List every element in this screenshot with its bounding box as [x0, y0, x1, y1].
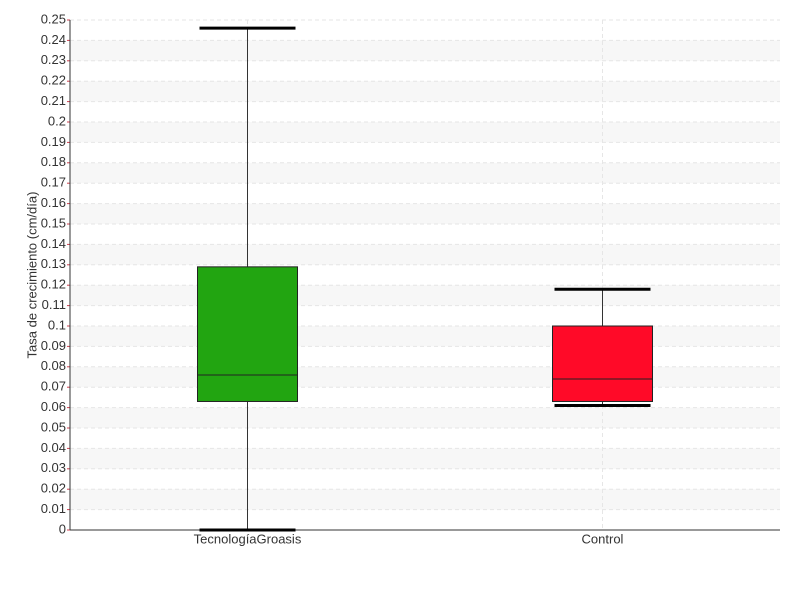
y-tick-label: 0	[59, 521, 66, 536]
y-tick-label: 0.18	[41, 154, 66, 169]
y-tick-label: 0.12	[41, 277, 66, 292]
grid-band	[70, 407, 780, 428]
y-tick-label: 0.07	[41, 379, 66, 394]
y-tick-label: 0.05	[41, 419, 66, 434]
y-tick-label: 0.06	[41, 399, 66, 414]
y-tick-label: 0.17	[41, 175, 66, 190]
y-tick-label: 0.19	[41, 134, 66, 149]
grid-band	[70, 448, 780, 469]
x-tick-label: Control	[582, 531, 624, 546]
grid-band	[70, 244, 780, 265]
y-tick-label: 0.22	[41, 73, 66, 88]
y-tick-label: 0.24	[41, 32, 66, 47]
y-tick-label: 0.16	[41, 195, 66, 210]
y-tick-label: 0.03	[41, 460, 66, 475]
y-tick-label: 0.02	[41, 481, 66, 496]
grid-band	[70, 326, 780, 347]
box	[552, 325, 653, 402]
grid-band	[70, 162, 780, 184]
grid-band	[70, 122, 780, 143]
y-tick-label: 0.21	[41, 93, 66, 108]
box	[197, 266, 298, 402]
y-tick-label: 0.08	[41, 358, 66, 373]
y-tick-label: 0.15	[41, 215, 66, 230]
x-tick-label: TecnologíaGroasis	[194, 531, 302, 546]
y-tick-label: 0.2	[48, 113, 66, 128]
y-tick-label: 0.01	[41, 501, 66, 516]
y-tick-label: 0.04	[41, 440, 66, 455]
y-tick-label: 0.09	[41, 338, 66, 353]
y-tick-label: 0.14	[41, 236, 66, 251]
y-tick-label: 0.13	[41, 256, 66, 271]
grid-band	[70, 203, 780, 224]
y-axis-label: Tasa de crecimiento (cm/día)	[24, 192, 39, 359]
y-tick-label: 0.25	[41, 11, 66, 26]
grid-band	[70, 40, 780, 61]
grid-band	[70, 366, 780, 388]
y-tick-label: 0.11	[42, 297, 66, 312]
grid-band	[70, 489, 780, 510]
y-tick-label: 0.23	[41, 52, 66, 67]
grid-band	[70, 81, 780, 102]
y-tick-label: 0.1	[48, 317, 66, 332]
grid-band	[70, 285, 780, 306]
